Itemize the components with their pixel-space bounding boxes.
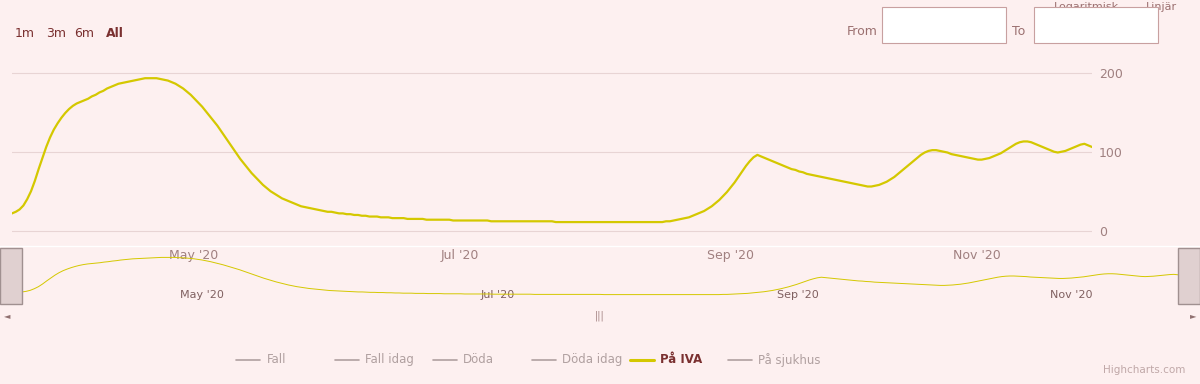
FancyBboxPatch shape (1034, 7, 1158, 43)
Text: På IVA: På IVA (660, 353, 702, 366)
Text: From: From (847, 25, 878, 38)
FancyBboxPatch shape (1178, 248, 1200, 304)
FancyBboxPatch shape (882, 7, 1006, 43)
Text: 6m: 6m (74, 27, 95, 40)
Text: All: All (106, 27, 124, 40)
Text: Mar 18, 2020: Mar 18, 2020 (905, 17, 984, 30)
Text: Logaritmisk: Logaritmisk (1054, 2, 1118, 12)
Text: Sep '20: Sep '20 (778, 290, 818, 300)
Text: Linjär: Linjär (1146, 2, 1177, 12)
Text: ≡: ≡ (7, 268, 14, 278)
Text: Jul '20: Jul '20 (481, 290, 515, 300)
Text: Nov '20: Nov '20 (1050, 290, 1093, 300)
Text: Döda idag: Döda idag (562, 353, 622, 366)
Text: To: To (1012, 25, 1025, 38)
Text: 3m: 3m (46, 27, 66, 40)
Text: ◄: ◄ (4, 311, 10, 321)
Text: 1m: 1m (14, 27, 35, 40)
Text: Dec 13, 2020: Dec 13, 2020 (1056, 17, 1135, 30)
Text: ►: ► (1190, 311, 1196, 321)
Text: |||: ||| (595, 311, 605, 321)
Text: ≡: ≡ (1186, 268, 1193, 278)
FancyBboxPatch shape (0, 248, 22, 304)
Text: På sjukhus: På sjukhus (758, 353, 821, 367)
Text: Highcharts.com: Highcharts.com (1103, 365, 1186, 375)
Text: May '20: May '20 (180, 290, 223, 300)
Text: Fall idag: Fall idag (365, 353, 414, 366)
Text: Fall: Fall (266, 353, 286, 366)
Text: Döda: Döda (463, 353, 494, 366)
